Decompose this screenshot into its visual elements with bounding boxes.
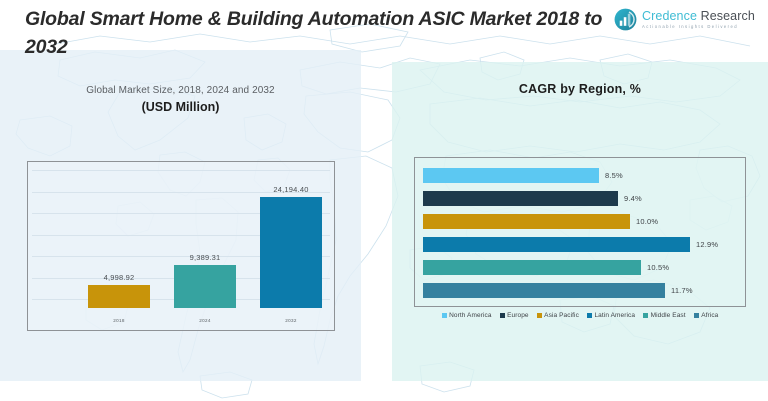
gridline [32, 170, 330, 171]
bar [174, 265, 236, 308]
logo-company-name: Credence Research [642, 10, 755, 23]
bar [88, 285, 150, 308]
gridline [32, 256, 330, 257]
legend-swatch [536, 313, 542, 318]
legend-label: Asia Pacific [544, 312, 579, 319]
vertical-bars-group: 4,998.92 2018 9,389.31 2024 24,194.40 2032 [28, 162, 334, 330]
credence-bar-chart-logo-icon [614, 8, 637, 31]
page-title: Global Smart Home & Building Automation … [25, 8, 603, 58]
bar-value-label: 24,194.40 [273, 185, 309, 194]
bar-value-label: 4,998.92 [103, 273, 135, 282]
bar-row: 9.4% [423, 191, 642, 206]
legend-label: Europe [507, 312, 529, 319]
legend-item: Asia Pacific [536, 312, 579, 319]
bar-column: 24,194.40 [260, 180, 322, 308]
bar-value-label: 12.9% [696, 240, 719, 249]
legend-swatch [441, 313, 447, 318]
bar [423, 260, 641, 275]
legend-item: North America [441, 312, 492, 319]
bar [260, 197, 322, 308]
legend-label: Middle East [650, 312, 686, 319]
gridline [32, 191, 330, 193]
legend-label: North America [449, 312, 492, 319]
bar-column: 9,389.31 [174, 180, 236, 308]
gridline [32, 213, 330, 214]
right-chart-title: CAGR by Region, % [518, 82, 642, 96]
logo-text-block: Credence Research Actionable Insights De… [642, 10, 755, 29]
legend-item: Latin America [586, 312, 636, 319]
bar-value-label: 11.7% [671, 286, 693, 295]
bar-value-label: 10.5% [647, 263, 670, 272]
legend-item: Middle East [643, 312, 686, 319]
market-size-bar-chart: 4,998.92 2018 9,389.31 2024 24,194.40 2032 [27, 161, 335, 331]
bar-row: 10.5% [423, 260, 669, 275]
bar-row: 8.5% [423, 168, 623, 183]
cagr-by-region-bar-chart: 8.5% 9.4% 10.0% 12.9% 10.5% 11.7% [414, 157, 746, 307]
left-chart-subtitle: Global Market Size, 2018, 2024 and 2032 [86, 85, 275, 96]
legend-swatch [643, 313, 649, 318]
chart-legend: North America Europe Asia Pacific Latin Ame… [414, 312, 746, 319]
bar-category-label: 2032 [285, 318, 297, 323]
bar-row: 12.9% [423, 237, 718, 252]
legend-label: Latin America [594, 312, 636, 319]
legend-item: Africa [693, 312, 719, 319]
bar-value-label: 8.5% [605, 171, 623, 180]
gridline [32, 234, 330, 236]
bar-value-label: 9.4% [624, 194, 642, 203]
bar [423, 191, 618, 206]
bar [423, 237, 690, 252]
bar [423, 214, 630, 229]
bar-column: 4,998.92 [88, 180, 150, 308]
logo-name-first: Credence [642, 8, 697, 23]
left-chart-units: (USD Million) [141, 100, 220, 114]
bar [423, 283, 665, 298]
legend-swatch [499, 313, 505, 318]
logo-tagline: Actionable Insights Delivered [642, 23, 739, 29]
bar-row: 11.7% [423, 283, 693, 298]
bar-value-label: 9,389.31 [189, 253, 221, 262]
legend-label: Africa [701, 312, 719, 319]
bar-row: 10.0% [423, 214, 658, 229]
bar [423, 168, 599, 183]
bar-category-label: 2024 [199, 318, 211, 323]
bar-category-label: 2018 [113, 318, 125, 323]
legend-swatch [586, 313, 592, 318]
credence-research-logo: Credence Research Actionable Insights De… [614, 8, 755, 31]
legend-item: Europe [499, 312, 529, 319]
logo-name-second: Research [700, 8, 755, 23]
legend-swatch [693, 313, 699, 318]
bar-value-label: 10.0% [636, 217, 659, 226]
